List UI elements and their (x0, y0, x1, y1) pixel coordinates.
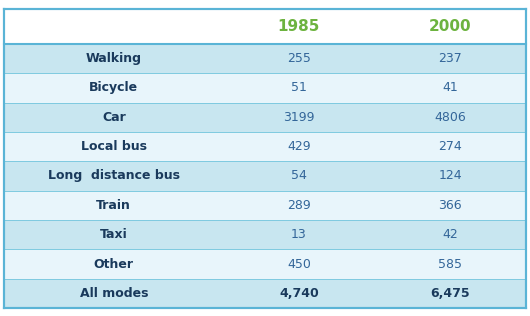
Text: 51: 51 (291, 81, 307, 94)
Text: Taxi: Taxi (100, 228, 128, 241)
Text: 585: 585 (438, 258, 462, 270)
Text: 3199: 3199 (283, 111, 315, 124)
Text: 429: 429 (287, 140, 311, 153)
Bar (4, 103, 526, 132)
Text: Car: Car (102, 111, 126, 124)
Bar (4, 220, 526, 249)
Bar (4, 9, 526, 44)
Bar (4, 161, 526, 191)
Text: Other: Other (94, 258, 134, 270)
Text: All modes: All modes (80, 287, 148, 300)
Text: Local bus: Local bus (81, 140, 147, 153)
Bar (4, 249, 526, 279)
Bar (4, 73, 526, 103)
Text: 237: 237 (438, 52, 462, 65)
Text: 6,475: 6,475 (430, 287, 470, 300)
Text: Bicycle: Bicycle (89, 81, 138, 94)
Bar (4, 132, 526, 161)
Text: 4806: 4806 (434, 111, 466, 124)
Text: 274: 274 (438, 140, 462, 153)
Text: 289: 289 (287, 199, 311, 212)
Text: Train: Train (96, 199, 131, 212)
Text: 255: 255 (287, 52, 311, 65)
Text: 42: 42 (442, 228, 458, 241)
Text: 54: 54 (291, 169, 307, 182)
Text: 124: 124 (438, 169, 462, 182)
Text: 1985: 1985 (278, 19, 320, 34)
Text: 366: 366 (438, 199, 462, 212)
Text: Long  distance bus: Long distance bus (48, 169, 180, 182)
Text: 13: 13 (291, 228, 307, 241)
Text: 41: 41 (442, 81, 458, 94)
Text: Walking: Walking (86, 52, 142, 65)
Bar (4, 191, 526, 220)
Text: 4,740: 4,740 (279, 287, 319, 300)
Bar (4, 279, 526, 308)
Bar (4, 44, 526, 73)
Text: 450: 450 (287, 258, 311, 270)
Text: 2000: 2000 (429, 19, 472, 34)
